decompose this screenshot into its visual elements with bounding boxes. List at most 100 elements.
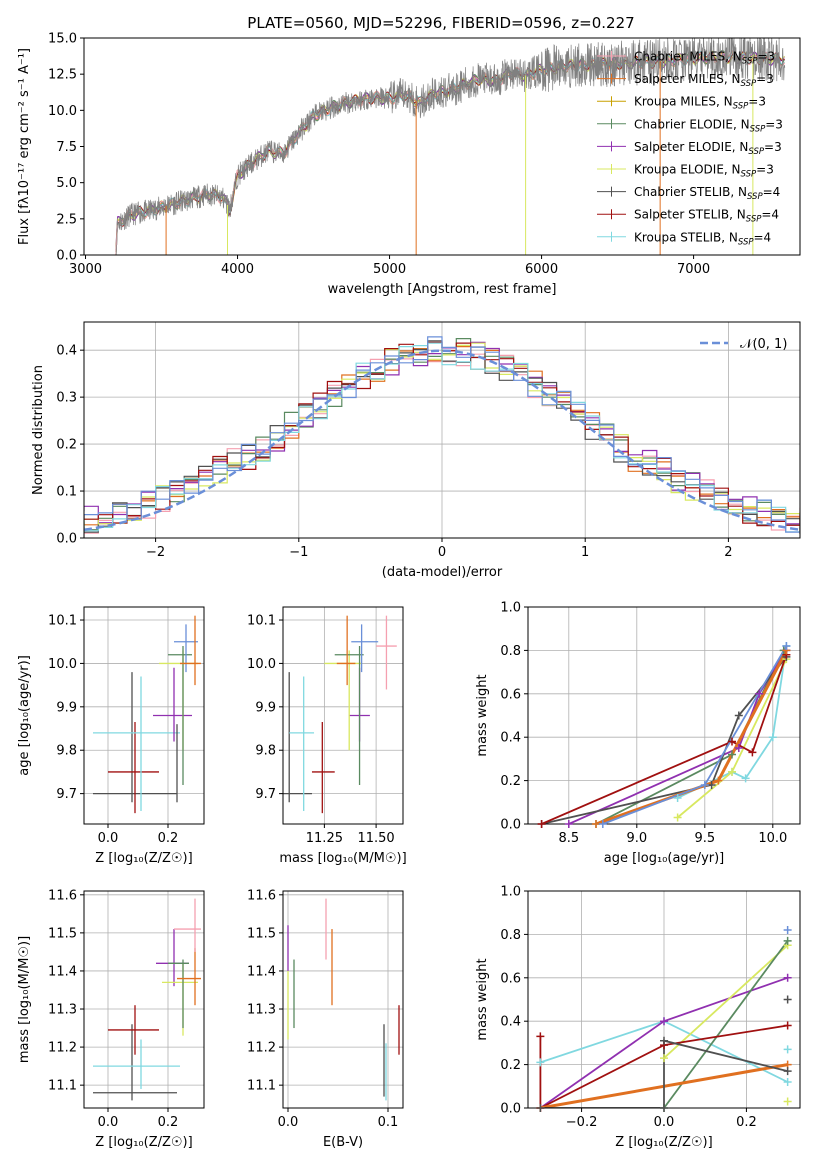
series-marker bbox=[728, 750, 736, 759]
series-marker bbox=[783, 1077, 792, 1086]
y-tick-label: 0.6 bbox=[500, 687, 521, 702]
series-marker bbox=[564, 820, 573, 828]
y-tick-label: 0.4 bbox=[500, 1015, 521, 1030]
x-tick-label: 1 bbox=[581, 545, 589, 560]
x-tick-label: 5000 bbox=[373, 262, 406, 277]
plot-area-age-vs-Z bbox=[93, 615, 201, 814]
frame-residuals: −2 −1 0 1 2 0.0 0.1 0.2 0.3 0.4 (data-model)/error… bbox=[31, 321, 801, 580]
y-tick-label: 10.1 bbox=[48, 614, 77, 629]
x-tick-label: 0.0 bbox=[98, 1115, 119, 1130]
figure-title: PLATE=0560, MJD=52296, FIBERID=0596, z=0… bbox=[247, 14, 634, 32]
normal-curve bbox=[84, 349, 800, 532]
x-tick-label: 11.25 bbox=[306, 831, 343, 846]
series-line bbox=[539, 1024, 788, 1108]
y-tick-label: 0.0 bbox=[56, 249, 77, 264]
series-marker bbox=[783, 926, 792, 935]
y-tick-label: 11.2 bbox=[247, 1041, 276, 1056]
y-tick-label: 9.9 bbox=[255, 700, 276, 715]
y-tick-label: 9.8 bbox=[255, 744, 276, 759]
series-marker bbox=[728, 767, 736, 776]
frame-massweight-vs-Z: −0.2 0.0 0.2 0.0 0.2 0.4 0.6 0.8 1.0 Z [log₁₀(Z/Z… bbox=[475, 885, 801, 1150]
x-tick-label: 10.0 bbox=[758, 831, 787, 846]
x-tick-label: 4000 bbox=[221, 262, 254, 277]
series-marker bbox=[673, 793, 682, 802]
y-tick-label: 0.4 bbox=[56, 344, 77, 359]
y-tick-label: 9.8 bbox=[56, 744, 77, 759]
series-line bbox=[541, 654, 788, 824]
y-tick-label: 12.5 bbox=[48, 68, 77, 83]
legend-spectrum: Chabrier MILES, NSSP=3 Salpeter MILES, NS… bbox=[597, 50, 783, 247]
frame-massweight-vs-age: 8.5 9.0 9.5 10.0 0.0 0.2 0.4 0.6 0.8 1.0 age [log₁… bbox=[475, 601, 801, 866]
x-axis-label: Z [log₁₀(Z/Z☉)] bbox=[95, 1135, 192, 1150]
series-marker bbox=[783, 936, 792, 945]
y-axis-label: mass weight bbox=[475, 674, 490, 756]
frame-spectrum: 3000 4000 5000 6000 7000 0.0 2.5 5.0 7.5 10.0 12.5… bbox=[17, 32, 801, 297]
frame-mass-vs-EBV: 0.0 0.1 11.1 11.2 11.3 11.4 11.5 11.6 E(B-V) bbox=[247, 888, 404, 1150]
hist-step bbox=[84, 336, 800, 533]
data-spectrum bbox=[115, 38, 786, 255]
series-marker bbox=[707, 780, 716, 789]
y-tick-label: 0.0 bbox=[56, 532, 77, 547]
y-tick-label: 0.3 bbox=[56, 391, 77, 406]
series-marker bbox=[768, 733, 777, 742]
y-tick-label: 11.6 bbox=[48, 888, 77, 903]
y-axis-label: age [log₁₀(age/yr)] bbox=[17, 655, 32, 776]
series-marker bbox=[536, 1104, 545, 1112]
series-marker bbox=[660, 1017, 668, 1026]
y-tick-label: 0.0 bbox=[500, 818, 521, 833]
x-axis-label: (data-model)/error bbox=[382, 565, 503, 580]
y-axis-label: Flux [fλ10⁻¹⁷ erg cm⁻² s⁻¹ A⁻¹] bbox=[17, 48, 32, 245]
y-tick-label: 11.1 bbox=[48, 1079, 77, 1094]
x-tick-label: 6000 bbox=[525, 262, 558, 277]
y-axis-label: mass weight bbox=[475, 958, 490, 1040]
plot-area-age-vs-mass bbox=[283, 615, 397, 814]
x-tick-label: 7000 bbox=[677, 262, 710, 277]
frame-age-vs-Z: 0.0 0.2 9.7 9.8 9.9 10.0 10.1 Z [log₁₀(Z/Z☉)] ag… bbox=[17, 606, 205, 866]
legend-label: Salpeter STELIB, NSSP=4 bbox=[634, 208, 779, 225]
y-tick-label: 0.2 bbox=[500, 1058, 521, 1073]
x-axis-label: E(B-V) bbox=[323, 1135, 363, 1150]
y-tick-label: 9.9 bbox=[56, 700, 77, 715]
x-axis-label: Z [log₁₀(Z/Z☉)] bbox=[615, 1135, 712, 1150]
y-tick-label: 10.0 bbox=[247, 657, 276, 672]
legend-label: Kroupa MILES, NSSP=3 bbox=[634, 95, 766, 112]
y-tick-label: 0.2 bbox=[56, 438, 77, 453]
x-axis-label: Z [log₁₀(Z/Z☉)] bbox=[95, 851, 192, 866]
plot-area-mass-vs-EBV bbox=[287, 898, 400, 1101]
legend-label: Chabrier ELODIE, NSSP=3 bbox=[634, 117, 783, 134]
axes-mass-vs-EBV bbox=[283, 891, 403, 1108]
x-tick-label: 9.5 bbox=[694, 831, 715, 846]
x-tick-label: 0.0 bbox=[654, 1115, 675, 1130]
y-tick-label: 11.3 bbox=[48, 1003, 77, 1018]
y-tick-label: 11.2 bbox=[48, 1041, 77, 1056]
series-marker bbox=[783, 1021, 792, 1030]
series-marker bbox=[782, 642, 791, 651]
plot-area-spectrum bbox=[115, 38, 786, 255]
series-marker bbox=[673, 813, 682, 822]
series-marker bbox=[783, 1045, 792, 1054]
y-tick-label: 15.0 bbox=[48, 32, 77, 47]
x-axis-label: age [log₁₀(age/yr)] bbox=[604, 851, 725, 866]
legend-label: Kroupa ELODIE, NSSP=3 bbox=[634, 163, 774, 180]
legend-label: 𝒩(0, 1) bbox=[740, 337, 787, 352]
legend-label: Kroupa STELIB, NSSP=4 bbox=[634, 230, 771, 247]
series-marker bbox=[660, 1104, 668, 1112]
plot-area-residuals bbox=[84, 336, 800, 537]
x-tick-label: 8.5 bbox=[558, 831, 579, 846]
x-axis-label: wavelength [Angstrom, rest frame] bbox=[328, 282, 557, 297]
plot-area-massweight-vs-Z bbox=[539, 940, 789, 1108]
y-tick-label: 10.0 bbox=[48, 104, 77, 119]
x-tick-label: 9.0 bbox=[626, 831, 647, 846]
series-marker bbox=[660, 1054, 668, 1063]
frame-age-vs-mass: 11.25 11.50 9.7 9.8 9.9 10.0 10.1 mass [log₁₀(M… bbox=[247, 606, 407, 866]
series-marker bbox=[660, 1036, 668, 1045]
y-tick-label: 0.1 bbox=[56, 485, 77, 500]
y-tick-label: 5.0 bbox=[56, 176, 77, 191]
series-marker bbox=[734, 744, 743, 753]
y-tick-label: 11.4 bbox=[48, 964, 77, 979]
series-line bbox=[540, 1039, 788, 1108]
series-marker bbox=[783, 1067, 792, 1076]
y-tick-label: 0.2 bbox=[500, 774, 521, 789]
y-tick-label: 7.5 bbox=[56, 140, 77, 155]
axes-frame bbox=[527, 606, 801, 825]
